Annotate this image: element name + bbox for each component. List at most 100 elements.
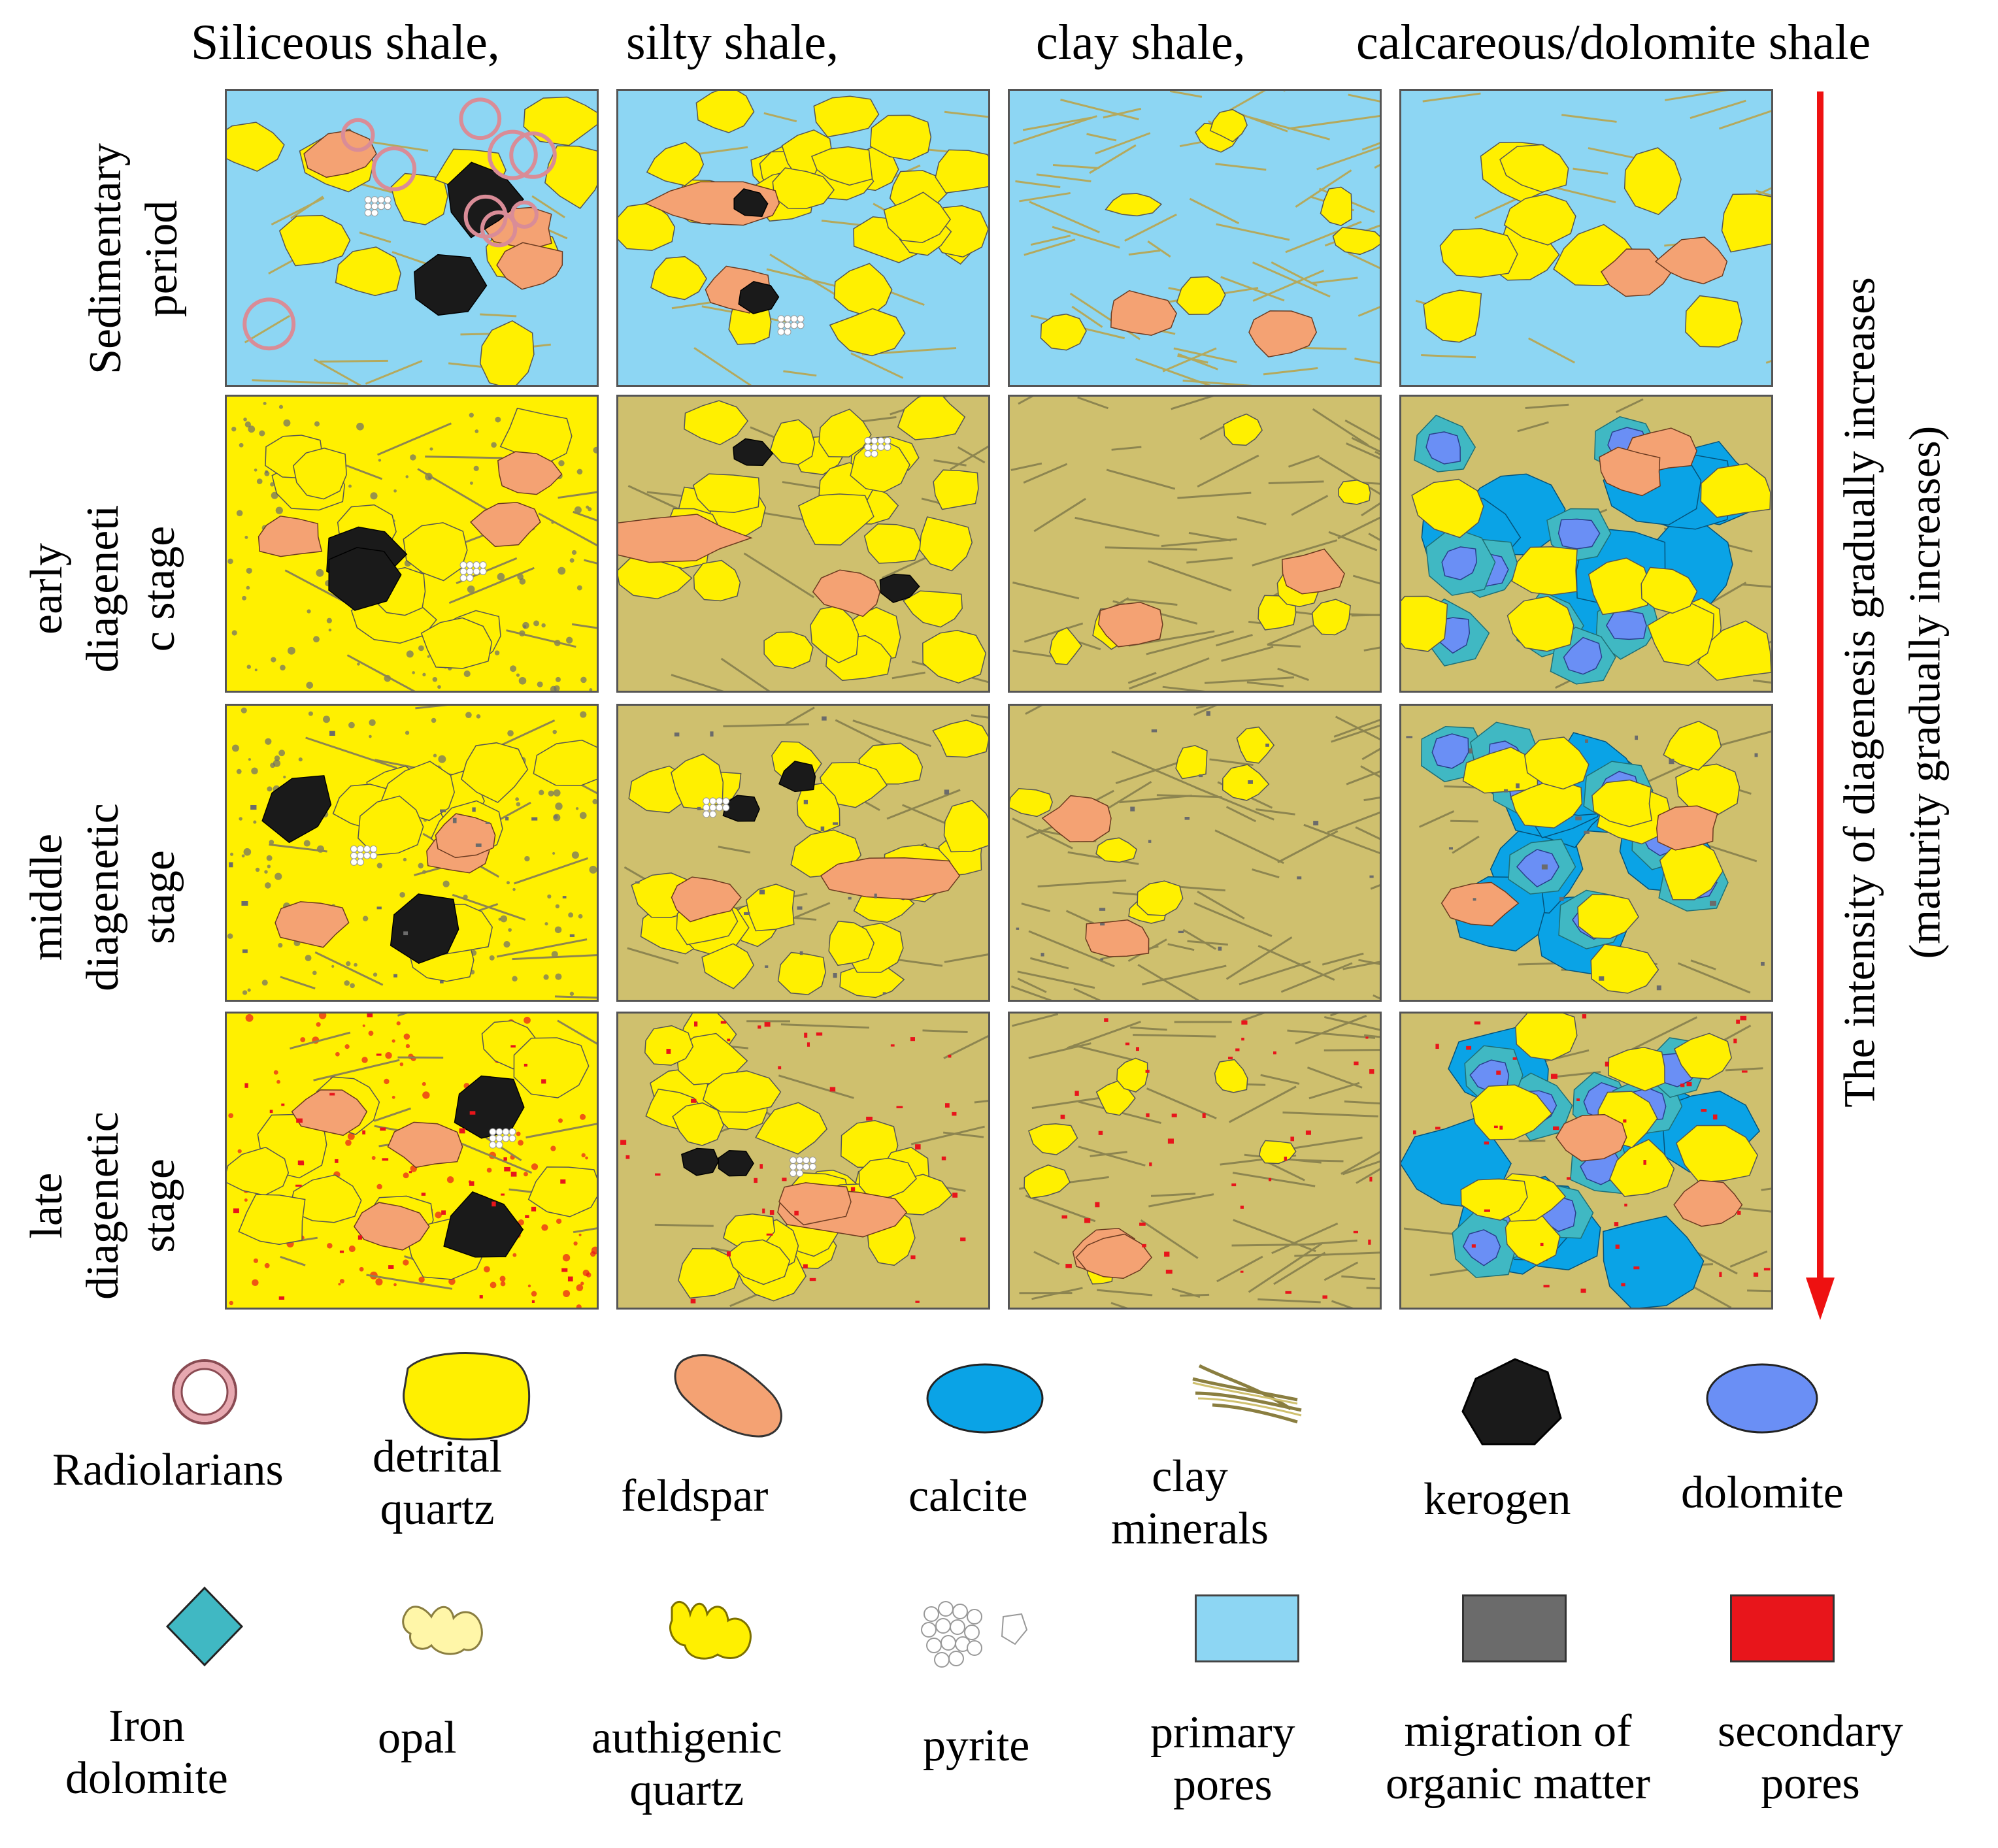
- matrix-speck: [486, 1167, 492, 1173]
- pyrite-framboid: [350, 858, 358, 866]
- clay-flake: [290, 1031, 351, 1049]
- clay-flake: [1029, 957, 1069, 970]
- secondary-pore: [1322, 1295, 1327, 1299]
- organic-migration: [1656, 985, 1661, 991]
- secondary-pore: [910, 1255, 916, 1260]
- secondary-pore: [1098, 1130, 1103, 1135]
- clay-flake: [1239, 961, 1311, 985]
- matrix-speck: [516, 802, 521, 806]
- secondary-pore: [1240, 1205, 1244, 1209]
- clay-flake: [1252, 868, 1280, 879]
- clay-flake: [1573, 167, 1608, 175]
- clay-flake: [1169, 91, 1203, 98]
- secondary-pore: [233, 1208, 239, 1213]
- secondary-pore: [1142, 1244, 1146, 1247]
- clay-flake: [359, 231, 391, 243]
- clay-flake: [1216, 1255, 1263, 1283]
- organic-migration: [531, 817, 538, 821]
- matrix-speck: [346, 961, 351, 966]
- quartz-grain: [1675, 1125, 1759, 1183]
- clay-flake: [1111, 446, 1142, 451]
- secondary-pore: [358, 1235, 363, 1240]
- matrix-speck: [241, 707, 247, 714]
- clay-flake: [313, 1059, 400, 1081]
- matrix-speck: [241, 854, 245, 858]
- matrix-speck: [518, 1140, 524, 1146]
- quartz-grain: [695, 91, 755, 133]
- organic-migration: [1754, 753, 1758, 757]
- clay-flake: [1030, 235, 1071, 246]
- matrix-speck: [438, 755, 446, 763]
- quartz-grain: [702, 1070, 782, 1113]
- matrix-speck: [531, 1291, 537, 1297]
- matrix-speck: [555, 904, 560, 909]
- clay-flake: [377, 422, 452, 456]
- clay-flake: [1209, 758, 1254, 767]
- quartz-grain: [692, 473, 760, 513]
- clay-flake: [763, 112, 797, 123]
- panel-silty-early: [616, 395, 990, 693]
- kerogen-grain: [443, 1191, 524, 1258]
- matrix-speck: [571, 851, 579, 859]
- pyrite-framboid: [795, 1169, 803, 1177]
- legend-label-iron-dolomite: Iron dolomite: [65, 1701, 228, 1804]
- matrix-speck: [305, 955, 312, 961]
- clay-flake: [922, 1029, 968, 1034]
- secondary-pore: [1235, 1048, 1240, 1051]
- clay-flake: [514, 857, 589, 885]
- clay-flake: [512, 954, 597, 961]
- organic-migration: [1016, 927, 1020, 930]
- clay-flake: [723, 723, 809, 728]
- feldspar-grain: [1599, 446, 1661, 497]
- secondary-pore: [1435, 1044, 1439, 1049]
- clay-flake: [1031, 1287, 1083, 1300]
- matrix-speck: [378, 459, 382, 462]
- organic-migration: [505, 816, 509, 821]
- clay-flake: [1324, 1261, 1359, 1281]
- clay-flake: [1028, 930, 1115, 968]
- clay-flake: [671, 674, 724, 691]
- clay-flake: [1197, 454, 1259, 488]
- clay-flake: [1177, 353, 1218, 371]
- matrix-speck: [357, 662, 360, 666]
- secondary-pore: [335, 1159, 339, 1163]
- clay-flake: [943, 1034, 988, 1059]
- matrix-speck: [531, 1163, 539, 1170]
- secondary-pore: [809, 1278, 816, 1281]
- matrix-speck: [510, 665, 517, 672]
- quartz-grain: [869, 114, 932, 161]
- secondary-pore: [1471, 1244, 1476, 1248]
- radiolarian-icon: [172, 1359, 237, 1425]
- clay-flake: [718, 846, 751, 854]
- quartz-grain: [693, 559, 741, 602]
- secondary-pore: [1740, 1015, 1747, 1021]
- clay-flake: [1148, 1193, 1214, 1208]
- clay-flake: [1167, 943, 1195, 951]
- pyrite-framboid: [790, 322, 798, 329]
- secondary-pore: [915, 1144, 921, 1150]
- clay-flake: [415, 706, 448, 710]
- pyrite-framboid: [459, 568, 467, 576]
- primary-pores-swatch: [1195, 1594, 1299, 1662]
- quartz-grain: [1320, 186, 1352, 227]
- matrix-speck: [270, 763, 276, 768]
- quartz-grain: [810, 604, 859, 664]
- diagenesis-arrow: [1806, 91, 1835, 1320]
- secondary-pore: [1074, 1091, 1079, 1096]
- organic-migration: [1100, 923, 1105, 926]
- matrix-speck: [264, 1262, 270, 1268]
- pyrite-framboid: [802, 1163, 810, 1170]
- quartz-grain: [863, 523, 922, 564]
- organic-migration: [229, 862, 233, 868]
- clay-flake: [1193, 706, 1218, 716]
- clay-flake: [1073, 987, 1101, 1000]
- matrix-speck: [539, 789, 544, 795]
- clay-flake: [1288, 455, 1320, 468]
- matrix-speck: [264, 870, 268, 874]
- pyrite-framboid: [709, 810, 717, 818]
- clay-flake: [1135, 357, 1211, 385]
- clay-flake: [1086, 133, 1117, 142]
- feldspar-grain: [1110, 289, 1177, 336]
- quartz-grain: [858, 1157, 917, 1199]
- secondary-pore: [525, 1215, 529, 1218]
